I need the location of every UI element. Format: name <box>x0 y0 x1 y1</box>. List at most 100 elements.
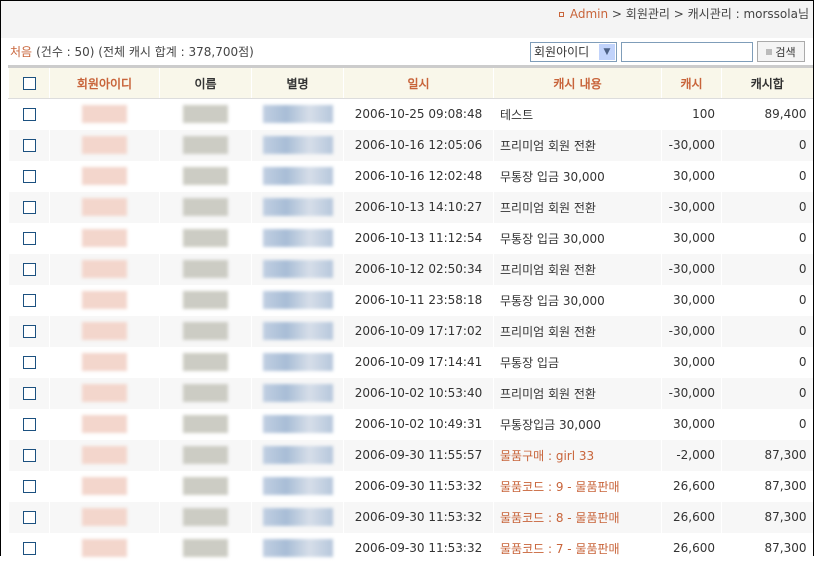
chevron-down-icon[interactable]: ▼ <box>599 43 615 60</box>
row-checkbox[interactable] <box>22 479 36 493</box>
row-checkbox[interactable] <box>22 386 36 400</box>
blurred-member-id <box>82 260 127 278</box>
member-id-cell[interactable] <box>49 160 160 192</box>
date-cell: 2006-10-25 09:08:48 <box>343 98 494 130</box>
date-cell: 2006-10-09 17:14:41 <box>343 346 494 378</box>
blurred-member-id <box>82 322 127 340</box>
row-select-cell <box>8 222 50 254</box>
content-cell: 프리미엄 회원 전환 <box>493 253 662 285</box>
blurred-nickname <box>262 322 333 340</box>
date-cell: 2006-10-13 14:10:27 <box>343 191 494 223</box>
nickname-cell <box>251 98 344 130</box>
content-cell: 무통장 입금 30,000 <box>493 160 662 192</box>
content-cell[interactable]: 물품코드 : 8 - 물품판매 <box>493 501 662 533</box>
row-checkbox[interactable] <box>22 293 36 307</box>
blurred-name <box>183 105 228 124</box>
content-cell[interactable]: 물품코드 : 9 - 물품판매 <box>493 470 662 502</box>
blurred-name <box>183 291 228 309</box>
summary-text: (건수 : 50) (전체 캐시 합계 : 378,700점) <box>36 45 254 59</box>
row-checkbox[interactable] <box>22 510 36 524</box>
name-cell <box>159 98 252 130</box>
nickname-cell <box>251 377 344 409</box>
row-checkbox[interactable] <box>22 231 36 245</box>
blurred-nickname <box>262 539 333 557</box>
member-id-cell[interactable] <box>49 191 160 223</box>
name-cell <box>159 439 252 471</box>
member-id-cell[interactable] <box>49 284 160 316</box>
row-select-cell <box>8 129 50 161</box>
row-select-cell <box>8 439 50 471</box>
member-id-cell[interactable] <box>49 439 160 471</box>
table-row: 2006-10-02 10:53:40 프리미엄 회원 전환 -30,000 0 <box>8 377 813 409</box>
name-cell <box>159 253 252 285</box>
member-id-cell[interactable] <box>49 253 160 285</box>
nickname-cell <box>251 284 344 316</box>
blurred-nickname <box>262 105 333 124</box>
content-cell[interactable]: 물품구매 : girl 33 <box>493 439 662 471</box>
blurred-member-id <box>82 353 127 371</box>
member-id-cell[interactable] <box>49 470 160 502</box>
row-checkbox[interactable] <box>22 200 36 214</box>
member-id-cell[interactable] <box>49 501 160 533</box>
row-checkbox[interactable] <box>22 448 36 462</box>
total-cell: 89,400 <box>721 98 813 130</box>
member-id-cell[interactable] <box>49 129 160 161</box>
blurred-name <box>183 353 228 371</box>
row-select-cell <box>8 191 50 223</box>
total-cell: 87,300 <box>721 501 813 533</box>
row-checkbox[interactable] <box>22 138 36 152</box>
row-checkbox[interactable] <box>22 169 36 183</box>
date-cell: 2006-10-02 10:53:40 <box>343 377 494 409</box>
member-id-cell[interactable] <box>49 408 160 440</box>
col-cash[interactable]: 캐시 <box>661 66 722 99</box>
table-row: 2006-09-30 11:53:32 물품코드 : 7 - 물품판매 26,6… <box>8 532 813 564</box>
row-checkbox[interactable] <box>22 541 36 555</box>
cash-cell: 30,000 <box>661 408 722 440</box>
nickname-cell <box>251 315 344 347</box>
cash-cell: 100 <box>661 98 722 130</box>
blurred-member-id <box>82 477 127 495</box>
member-id-cell[interactable] <box>49 532 160 564</box>
total-cell: 0 <box>721 222 813 254</box>
name-cell <box>159 470 252 502</box>
select-all-checkbox[interactable] <box>22 76 36 90</box>
row-checkbox[interactable] <box>22 417 36 431</box>
row-checkbox[interactable] <box>22 355 36 369</box>
col-member-id[interactable]: 회원아이디 <box>49 66 160 99</box>
member-id-cell[interactable] <box>49 98 160 130</box>
col-date[interactable]: 일시 <box>343 66 494 99</box>
row-select-cell <box>8 408 50 440</box>
search-input[interactable] <box>621 41 753 62</box>
member-id-cell[interactable] <box>49 346 160 378</box>
date-cell: 2006-10-13 11:12:54 <box>343 222 494 254</box>
content-cell[interactable]: 물품코드 : 7 - 물품판매 <box>493 532 662 564</box>
breadcrumb-admin-link[interactable]: Admin <box>569 7 609 21</box>
content-cell: 프리미엄 회원 전환 <box>493 377 662 409</box>
member-id-cell[interactable] <box>49 222 160 254</box>
row-select-cell <box>8 532 50 564</box>
blurred-name <box>183 415 228 433</box>
cash-cell: 26,600 <box>661 470 722 502</box>
row-checkbox[interactable] <box>22 324 36 338</box>
member-id-cell[interactable] <box>49 315 160 347</box>
row-select-cell <box>8 315 50 347</box>
row-select-cell <box>8 253 50 285</box>
nickname-cell <box>251 253 344 285</box>
date-cell: 2006-10-16 12:02:48 <box>343 160 494 192</box>
search-field-select[interactable]: 회원아이디 ▼ <box>530 41 617 62</box>
search-button[interactable]: 검색 <box>757 41 805 62</box>
col-content[interactable]: 캐시 내용 <box>493 66 662 99</box>
row-checkbox[interactable] <box>22 107 36 121</box>
row-checkbox[interactable] <box>22 262 36 276</box>
blurred-name <box>183 322 228 340</box>
total-cell: 87,300 <box>721 470 813 502</box>
name-cell <box>159 129 252 161</box>
date-cell: 2006-10-11 23:58:18 <box>343 284 494 316</box>
blurred-nickname <box>262 167 333 185</box>
member-id-cell[interactable] <box>49 377 160 409</box>
first-link[interactable]: 처음 <box>10 45 33 59</box>
cash-cell: 26,600 <box>661 501 722 533</box>
blurred-name <box>183 477 228 495</box>
cash-cell: -2,000 <box>661 439 722 471</box>
nickname-cell <box>251 408 344 440</box>
